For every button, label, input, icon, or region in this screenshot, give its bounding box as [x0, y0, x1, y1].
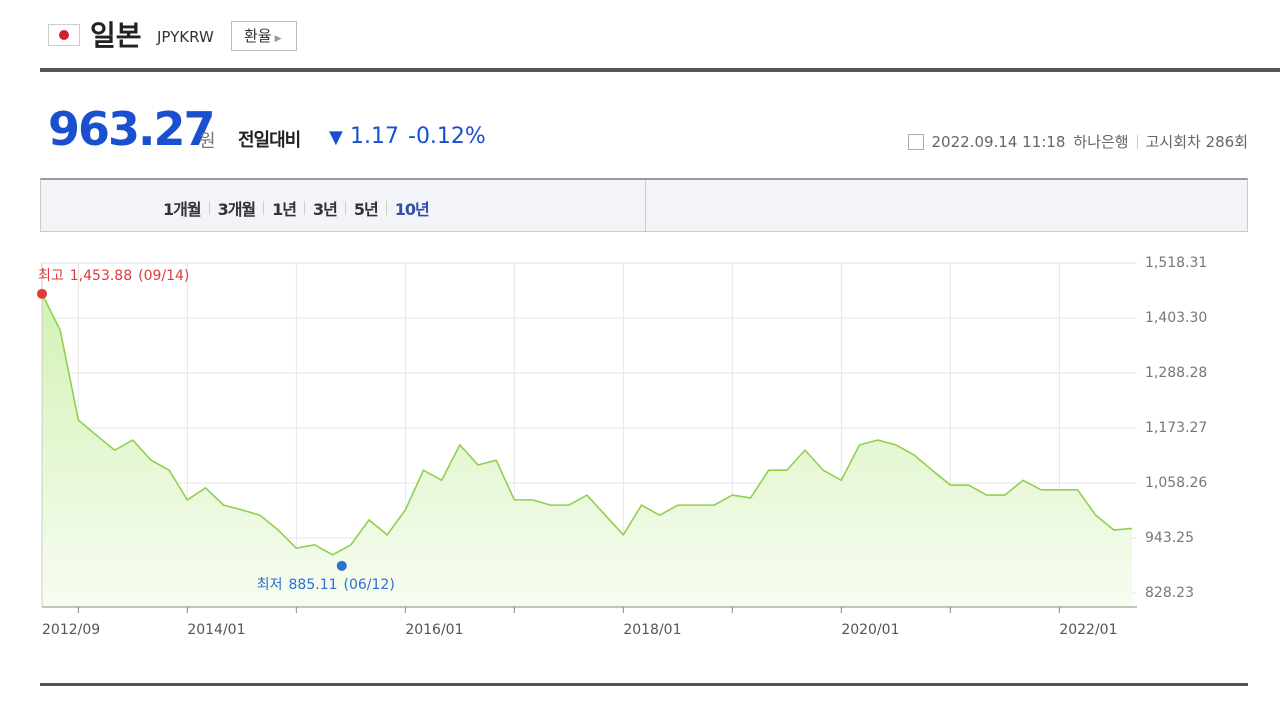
- quote-info: 2022.09.14 11:18 하나은행 고시회차 286회: [907, 131, 1248, 152]
- extreme-label-part: 1,453.88: [70, 268, 132, 284]
- extreme-label-part: 최고: [38, 268, 64, 284]
- y-tick-label: 828.23: [1145, 585, 1194, 601]
- line: [41, 293, 1133, 556]
- country: 일본: [90, 19, 142, 52]
- y-tick-label: 1,058.26: [1145, 475, 1207, 491]
- x-tick-label: 2022/01: [1059, 622, 1117, 638]
- period-tab[interactable]: 5년: [353, 200, 379, 219]
- extreme-dot: [336, 560, 347, 571]
- y-tick-label: 943.25: [1145, 530, 1194, 546]
- round: 고시회차 286회: [1145, 133, 1248, 151]
- extreme-label-part: 최저: [257, 577, 283, 593]
- x-tick-label: 2018/01: [623, 622, 681, 638]
- price: 963.27: [48, 102, 216, 156]
- extreme-label: 최저 885.11 (06/12): [257, 577, 395, 593]
- change-pct: -0.12%: [408, 124, 486, 149]
- extreme-label-part: (09/14): [138, 268, 189, 284]
- top-rule: [40, 68, 1280, 72]
- extreme-label-part: (06/12): [344, 577, 395, 593]
- tabs: 1개월 3개월 1년 3년 5년 10년: [155, 196, 437, 220]
- period-tab[interactable]: 3년: [313, 200, 338, 219]
- period-tab[interactable]: 1개월: [163, 200, 202, 219]
- change: 1.17: [350, 124, 399, 149]
- down-icon: ▼: [329, 127, 343, 148]
- code: JPYKRW: [157, 28, 214, 46]
- date: 2022.09.14 11:18: [931, 132, 1066, 151]
- x-tick-label: 2016/01: [405, 622, 463, 638]
- extreme-label: 최고 1,453.88 (09/14): [38, 268, 189, 284]
- extreme-label-part: 885.11: [289, 577, 338, 593]
- period-tab[interactable]: 3개월: [217, 200, 257, 219]
- extreme-dot: [37, 288, 47, 299]
- bank: 하나은행: [1073, 133, 1129, 151]
- change-label: 전일대비: [238, 130, 301, 151]
- area: [42, 293, 1132, 607]
- bottom-rule: [40, 683, 1248, 686]
- y-tick-label: 1,173.27: [1145, 420, 1207, 436]
- flag-dot: [59, 30, 69, 40]
- y-tick-label: 1,288.28: [1145, 365, 1207, 381]
- flag: [48, 24, 80, 46]
- y-tick-label: 1,518.31: [1145, 255, 1207, 271]
- tab-bar: 1개월 3개월 1년 3년 5년 10년: [40, 178, 1248, 232]
- x-tick-label: 2020/01: [841, 622, 899, 638]
- period-tab[interactable]: 1년: [272, 200, 297, 219]
- rate-button[interactable]: 환율 ▶: [231, 21, 297, 51]
- period-tab[interactable]: 10년: [394, 200, 430, 219]
- x-tick-label: 2014/01: [187, 622, 245, 638]
- x-tick-label: 2012/09: [42, 622, 100, 638]
- unit: 원: [199, 131, 216, 152]
- button-label[interactable]: 환율: [244, 27, 272, 45]
- calendar-icon: [907, 133, 924, 150]
- y-tick-label: 1,403.30: [1145, 310, 1207, 326]
